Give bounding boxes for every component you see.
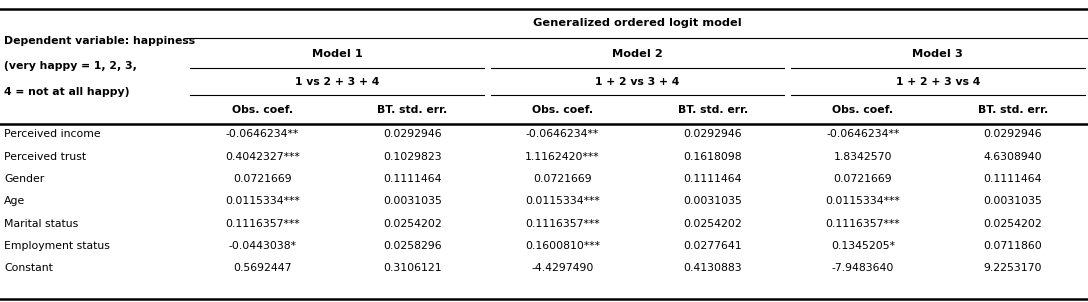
Text: 1 + 2 + 3 vs 4: 1 + 2 + 3 vs 4 bbox=[895, 76, 980, 87]
Text: 1 + 2 vs 3 + 4: 1 + 2 vs 3 + 4 bbox=[595, 76, 680, 87]
Text: 0.0031035: 0.0031035 bbox=[683, 196, 742, 207]
Text: 0.1029823: 0.1029823 bbox=[383, 152, 442, 162]
Text: -0.0443038*: -0.0443038* bbox=[228, 241, 296, 251]
Text: -7.9483640: -7.9483640 bbox=[831, 263, 894, 274]
Text: 4.6308940: 4.6308940 bbox=[984, 152, 1042, 162]
Text: 0.1116357***: 0.1116357*** bbox=[225, 219, 299, 229]
Text: 0.1111464: 0.1111464 bbox=[683, 174, 742, 184]
Text: 0.1345205*: 0.1345205* bbox=[831, 241, 894, 251]
Text: -0.0646234**: -0.0646234** bbox=[526, 129, 599, 140]
Text: Perceived income: Perceived income bbox=[4, 129, 101, 140]
Text: 0.4130883: 0.4130883 bbox=[683, 263, 742, 274]
Text: 0.0721669: 0.0721669 bbox=[233, 174, 292, 184]
Text: 0.0115334***: 0.0115334*** bbox=[526, 196, 599, 207]
Text: 0.0031035: 0.0031035 bbox=[984, 196, 1042, 207]
Text: Generalized ordered logit model: Generalized ordered logit model bbox=[533, 18, 742, 28]
Text: -4.4297490: -4.4297490 bbox=[531, 263, 594, 274]
Text: Constant: Constant bbox=[4, 263, 53, 274]
Text: 0.0115334***: 0.0115334*** bbox=[826, 196, 900, 207]
Text: Model 3: Model 3 bbox=[913, 49, 963, 59]
Text: 0.0254202: 0.0254202 bbox=[984, 219, 1042, 229]
Text: Gender: Gender bbox=[4, 174, 45, 184]
Text: 4 = not at all happy): 4 = not at all happy) bbox=[4, 87, 129, 97]
Text: BT. std. err.: BT. std. err. bbox=[978, 105, 1048, 115]
Text: Marital status: Marital status bbox=[4, 219, 78, 229]
Text: 0.0254202: 0.0254202 bbox=[683, 219, 742, 229]
Text: 1.8342570: 1.8342570 bbox=[833, 152, 892, 162]
Text: Employment status: Employment status bbox=[4, 241, 110, 251]
Text: -0.0646234**: -0.0646234** bbox=[826, 129, 900, 140]
Text: 0.5692447: 0.5692447 bbox=[233, 263, 292, 274]
Text: Age: Age bbox=[4, 196, 26, 207]
Text: 0.3106121: 0.3106121 bbox=[383, 263, 442, 274]
Text: 0.1111464: 0.1111464 bbox=[984, 174, 1042, 184]
Text: Perceived trust: Perceived trust bbox=[4, 152, 86, 162]
Text: 0.0277641: 0.0277641 bbox=[683, 241, 742, 251]
Text: BT. std. err.: BT. std. err. bbox=[678, 105, 747, 115]
Text: 1.1162420***: 1.1162420*** bbox=[526, 152, 599, 162]
Text: 0.1116357***: 0.1116357*** bbox=[526, 219, 599, 229]
Text: Obs. coef.: Obs. coef. bbox=[832, 105, 893, 115]
Text: 0.4042327***: 0.4042327*** bbox=[225, 152, 299, 162]
Text: Model 2: Model 2 bbox=[613, 49, 663, 59]
Text: Model 1: Model 1 bbox=[312, 49, 362, 59]
Text: 0.0292946: 0.0292946 bbox=[383, 129, 442, 140]
Text: 0.0254202: 0.0254202 bbox=[383, 219, 442, 229]
Text: 0.1600810***: 0.1600810*** bbox=[526, 241, 599, 251]
Text: 0.1116357***: 0.1116357*** bbox=[826, 219, 900, 229]
Text: BT. std. err.: BT. std. err. bbox=[378, 105, 447, 115]
Text: 0.0711860: 0.0711860 bbox=[984, 241, 1042, 251]
Text: 0.1111464: 0.1111464 bbox=[383, 174, 442, 184]
Text: Dependent variable: happiness: Dependent variable: happiness bbox=[4, 36, 196, 46]
Text: Obs. coef.: Obs. coef. bbox=[532, 105, 593, 115]
Text: 0.0258296: 0.0258296 bbox=[383, 241, 442, 251]
Text: 0.0115334***: 0.0115334*** bbox=[225, 196, 299, 207]
Text: (very happy = 1, 2, 3,: (very happy = 1, 2, 3, bbox=[4, 61, 137, 72]
Text: 0.0721669: 0.0721669 bbox=[833, 174, 892, 184]
Text: 0.0031035: 0.0031035 bbox=[383, 196, 442, 207]
Text: 1 vs 2 + 3 + 4: 1 vs 2 + 3 + 4 bbox=[295, 76, 380, 87]
Text: -0.0646234**: -0.0646234** bbox=[225, 129, 299, 140]
Text: 0.0721669: 0.0721669 bbox=[533, 174, 592, 184]
Text: 0.0292946: 0.0292946 bbox=[984, 129, 1042, 140]
Text: 9.2253170: 9.2253170 bbox=[984, 263, 1042, 274]
Text: 0.1618098: 0.1618098 bbox=[683, 152, 742, 162]
Text: Obs. coef.: Obs. coef. bbox=[232, 105, 293, 115]
Text: 0.0292946: 0.0292946 bbox=[683, 129, 742, 140]
